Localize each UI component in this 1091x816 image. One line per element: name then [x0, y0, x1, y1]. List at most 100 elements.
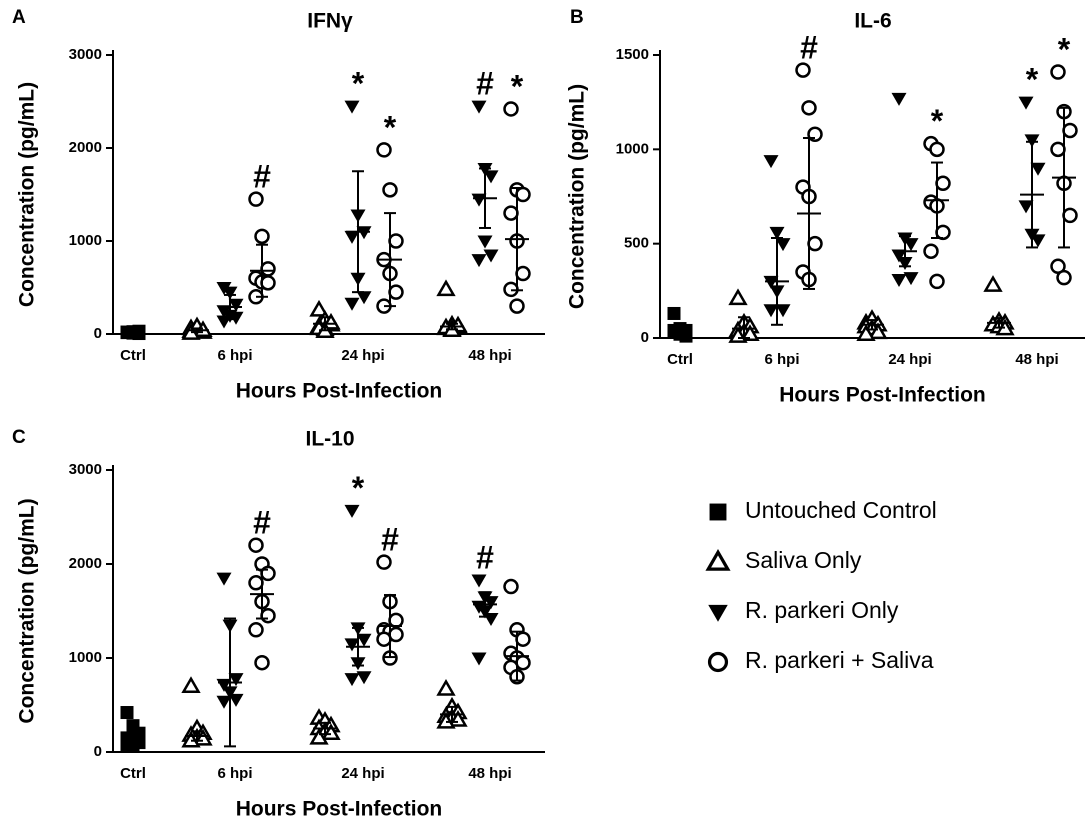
data-point: [923, 243, 939, 259]
data-point: [929, 141, 945, 158]
data-point: [248, 575, 264, 591]
significance-mark: *: [352, 470, 365, 506]
data-point: [260, 261, 276, 277]
data-point: [382, 182, 398, 198]
data-point: [356, 291, 372, 305]
y-axis-title: Concentration (pg/mL): [16, 82, 39, 307]
data-point: [222, 286, 238, 300]
data-point: [483, 596, 499, 610]
x-tick-label: Ctrl: [667, 351, 693, 368]
significance-mark: #: [253, 159, 271, 195]
data-point: [1030, 234, 1046, 248]
y-tick-label: 0: [94, 743, 102, 760]
data-point: [503, 101, 519, 117]
significance-mark: #: [253, 505, 271, 541]
y-axis-title: Concentration (pg/mL): [16, 498, 39, 723]
data-point: [775, 304, 791, 318]
x-tick-label: Ctrl: [120, 765, 146, 782]
panel-label: A: [12, 7, 26, 28]
data-point: [1030, 162, 1046, 176]
data-point: [228, 673, 244, 687]
data-point: [309, 299, 329, 317]
data-point: [856, 324, 876, 341]
data-point: [509, 298, 525, 314]
data-point: [254, 654, 270, 671]
legend-marker: [708, 604, 728, 622]
data-point: [248, 191, 264, 207]
chart-title: IL-6: [854, 10, 891, 33]
data-point: [477, 235, 493, 249]
x-tick-label: 24 hpi: [888, 351, 931, 368]
data-point: [321, 312, 341, 330]
data-point: [515, 631, 531, 647]
data-point: [503, 578, 519, 595]
data-point: [248, 537, 264, 553]
data-point: [309, 727, 329, 745]
legend-marker: [709, 503, 727, 521]
y-tick-label: 3000: [69, 46, 102, 63]
data-point: [376, 142, 392, 158]
x-tick-label: 24 hpi: [341, 765, 384, 782]
data-point: [1050, 141, 1066, 158]
data-point: [356, 671, 372, 685]
data-point: [260, 275, 276, 291]
data-point: [1056, 269, 1072, 286]
data-point: [1062, 122, 1078, 139]
significance-mark: #: [800, 30, 818, 66]
data-point: [216, 572, 232, 586]
y-tick-label: 3000: [69, 461, 102, 478]
significance-mark: *: [1026, 62, 1039, 98]
data-point: [344, 230, 360, 244]
data-point: [1050, 64, 1066, 80]
data-point: [983, 275, 1003, 292]
x-axis-title: Hours Post-Infection: [236, 798, 443, 816]
y-axis-title: Concentration (pg/mL): [566, 84, 589, 309]
data-point: [376, 554, 392, 570]
data-point: [388, 233, 404, 249]
legend-marker: [705, 548, 731, 571]
data-point: [228, 298, 244, 312]
data-point: [344, 504, 360, 518]
data-point: [891, 92, 907, 106]
data-point: [436, 279, 456, 297]
data-point: [935, 224, 951, 241]
data-point: [515, 186, 531, 203]
data-point: [436, 679, 456, 696]
data-point: [388, 284, 404, 300]
panel-label: B: [570, 7, 584, 28]
x-tick-label: 48 hpi: [468, 765, 511, 782]
data-point: [471, 652, 487, 666]
y-tick-label: 1000: [69, 649, 102, 666]
legend-label: Saliva Only: [745, 547, 862, 573]
data-point: [376, 631, 392, 647]
data-point: [483, 249, 499, 263]
y-tick-label: 500: [624, 235, 649, 252]
data-point: [935, 175, 951, 192]
data-point: [344, 638, 360, 652]
x-tick-label: 24 hpi: [341, 347, 384, 364]
data-point: [181, 676, 201, 693]
data-point: [1062, 207, 1078, 224]
data-point: [728, 288, 748, 306]
data-point: [344, 673, 360, 687]
data-point: [483, 170, 499, 184]
data-point: [1018, 200, 1034, 214]
data-point: [228, 693, 244, 707]
data-point: [775, 238, 791, 252]
x-tick-label: 6 hpi: [217, 765, 252, 782]
data-point: [903, 272, 919, 286]
data-point: [929, 273, 945, 290]
x-tick-label: 48 hpi: [1015, 351, 1058, 368]
data-point: [903, 238, 919, 252]
data-point: [801, 100, 817, 116]
significance-mark: *: [384, 109, 397, 145]
chart-title: IL-10: [305, 428, 354, 451]
y-tick-label: 2000: [69, 555, 102, 572]
significance-mark: *: [511, 68, 524, 104]
significance-mark: *: [352, 66, 365, 102]
data-point: [321, 723, 341, 740]
y-tick-label: 1500: [616, 46, 649, 63]
significance-mark: #: [381, 522, 399, 558]
data-point: [356, 633, 372, 647]
